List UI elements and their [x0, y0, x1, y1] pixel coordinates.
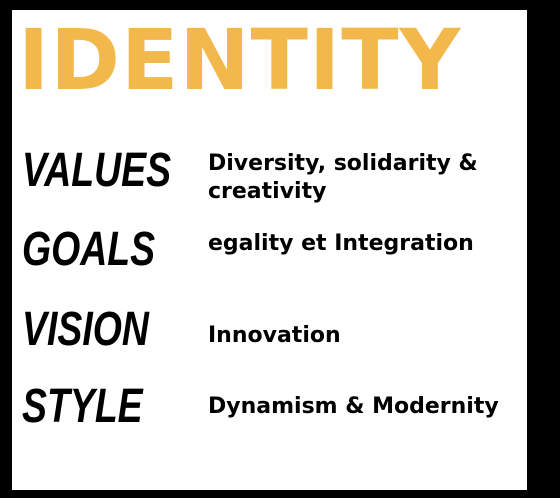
style-label: STYLE	[22, 380, 143, 433]
values-label: VALUES	[22, 144, 172, 197]
vision-text: Innovation	[208, 323, 341, 348]
values-text: Diversity, solidarity & creativity	[208, 151, 478, 204]
page-title: IDENTITY	[18, 11, 462, 109]
goals-label: GOALS	[22, 223, 156, 276]
goals-text: egality et Integration	[208, 231, 474, 256]
style-text: Dynamism & Modernity	[208, 394, 499, 419]
vision-label: VISION	[22, 303, 149, 356]
identity-card: IDENTITY VALUES Diversity, solidarity & …	[12, 10, 527, 490]
